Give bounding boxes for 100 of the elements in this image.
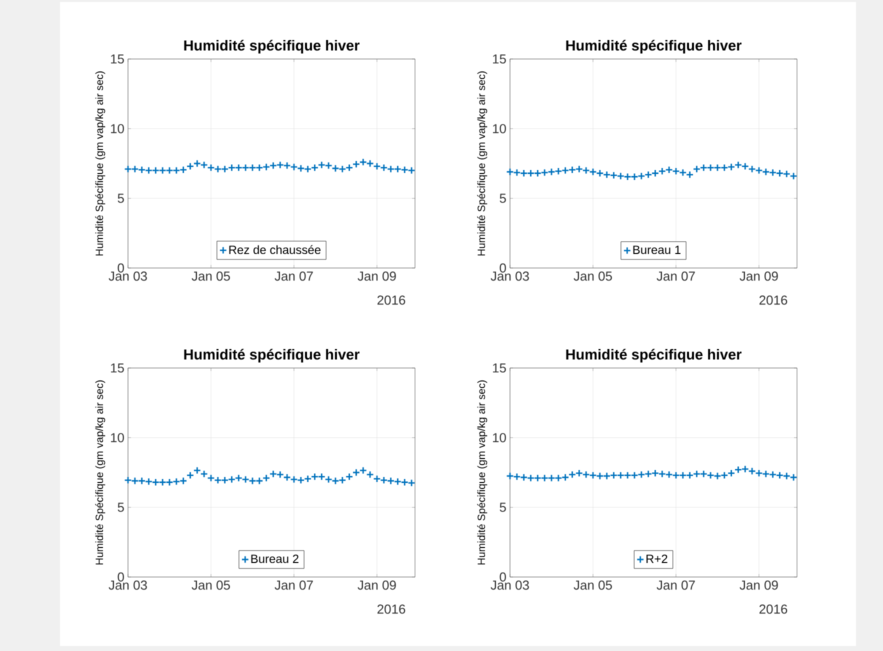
y-tick-label: 5: [118, 502, 124, 512]
point: [345, 164, 354, 172]
point: [727, 163, 736, 171]
point: [220, 476, 229, 484]
x-tick-label: Jan 09: [740, 580, 778, 590]
point: [131, 165, 139, 173]
point: [248, 476, 256, 485]
point: [526, 474, 535, 482]
point: [700, 164, 708, 172]
point: [394, 165, 402, 173]
y-tick-label: 5: [500, 502, 506, 512]
point: [304, 165, 312, 173]
point: [741, 162, 750, 170]
point: [658, 470, 666, 478]
point: [193, 466, 202, 474]
point: [345, 472, 354, 481]
point: [554, 167, 562, 176]
point: [665, 166, 673, 174]
point: [616, 172, 625, 180]
point: [248, 164, 256, 172]
point: [200, 160, 208, 169]
point: [380, 164, 388, 172]
y-tick-label: 0: [118, 263, 124, 273]
x-tick-label: Jan 09: [358, 580, 396, 590]
point: [734, 160, 742, 169]
point: [540, 474, 548, 482]
point: [672, 471, 680, 480]
point: [166, 478, 174, 486]
y-tick-label: 5: [118, 194, 124, 203]
point: [714, 472, 722, 480]
point: [692, 165, 701, 173]
point: [200, 470, 208, 478]
point: [665, 470, 673, 478]
point: [776, 471, 784, 480]
point: [297, 164, 305, 172]
point: [186, 471, 194, 480]
x-tick-label: Jan 07: [274, 580, 313, 590]
y-tick-label: 10: [111, 433, 124, 442]
point: [304, 474, 312, 483]
point: [768, 470, 777, 478]
y-tick-label: 10: [493, 433, 506, 442]
point: [610, 171, 618, 180]
point: [276, 470, 284, 478]
point: [214, 165, 222, 173]
point: [234, 164, 243, 172]
point: [332, 164, 340, 172]
x-tick-label: Jan 05: [574, 580, 612, 590]
point: [324, 162, 332, 170]
point: [310, 472, 319, 481]
point: [214, 476, 222, 484]
point: [782, 472, 791, 480]
point: [534, 474, 542, 482]
point: [679, 168, 687, 176]
x-tick-label: Jan 03: [490, 272, 529, 281]
point: [506, 168, 514, 176]
point: [790, 473, 798, 482]
point: [782, 170, 791, 178]
point: [373, 474, 381, 483]
point: [144, 166, 153, 174]
x-tick-label: Jan 09: [740, 272, 778, 281]
point: [234, 474, 243, 482]
point: [318, 472, 326, 481]
point: [318, 160, 326, 169]
point: [131, 476, 139, 485]
point: [727, 469, 736, 478]
x-tick-label: Jan 07: [656, 272, 695, 281]
point: [520, 473, 528, 482]
point: [124, 476, 132, 484]
point: [297, 476, 305, 484]
chart-title: Humidité spécifique hiver: [566, 40, 742, 54]
y-tick-label: 10: [493, 124, 506, 134]
chart-title: Humidité spécifique hiver: [184, 348, 360, 362]
point: [179, 166, 188, 174]
point: [262, 163, 270, 171]
point: [179, 476, 188, 485]
point: [616, 471, 625, 480]
x-tick-label: Jan 05: [192, 580, 230, 590]
chart-title: Humidité spécifique hiver: [566, 348, 742, 362]
point: [686, 471, 694, 480]
point: [262, 474, 270, 482]
point: [582, 470, 590, 478]
point: [526, 169, 535, 178]
x-tick-label: Jan 07: [656, 580, 695, 590]
point: [394, 478, 402, 486]
point: [582, 166, 590, 174]
y-tick-label: 0: [500, 263, 506, 273]
point: [540, 168, 548, 176]
point: [748, 165, 756, 173]
point: [602, 170, 611, 179]
point: [644, 470, 652, 478]
point: [269, 470, 278, 478]
point: [762, 470, 770, 478]
y-tick-label: 0: [500, 572, 506, 582]
point: [276, 160, 284, 169]
point: [310, 164, 319, 172]
point: [624, 471, 632, 480]
point: [283, 162, 291, 170]
text: 2016: [759, 296, 788, 305]
point: [714, 164, 722, 172]
point: [630, 172, 638, 181]
